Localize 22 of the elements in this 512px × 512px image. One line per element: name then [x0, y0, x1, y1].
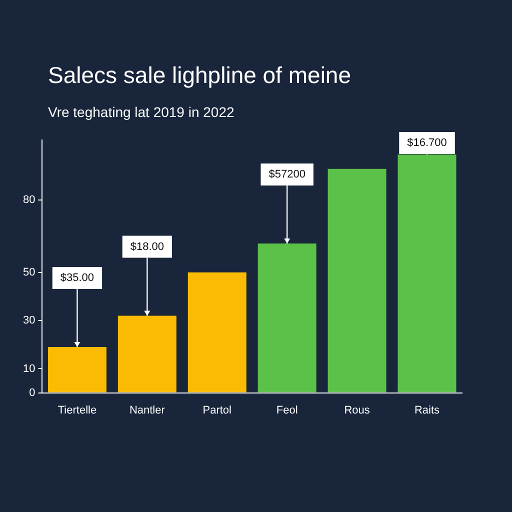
- x-tick-label: Partol: [202, 404, 232, 416]
- y-tick-label: 0: [29, 386, 36, 399]
- bar: [258, 244, 316, 392]
- chart-title: Salecs sale lighpline of meine: [48, 62, 352, 89]
- x-tick-label: Rous: [344, 404, 370, 416]
- bar: [118, 316, 176, 392]
- x-tick-label: Raits: [414, 404, 440, 416]
- x-tick-label: Tiertelle: [58, 404, 97, 416]
- y-tick-label: 50: [22, 266, 36, 278]
- annotation: $16.700: [407, 137, 447, 150]
- y-tick-label: 30: [22, 314, 36, 327]
- y-tick-label: 80: [22, 194, 36, 206]
- annotation: $57200: [268, 168, 306, 181]
- bar: [48, 347, 106, 392]
- x-tick-label: Feol: [276, 404, 298, 416]
- y-tick-label: 10: [22, 362, 36, 375]
- bar: [328, 168, 386, 392]
- annotation: $35.00: [60, 272, 94, 284]
- x-tick-label: Nantler: [129, 404, 166, 416]
- annotation: $18.00: [130, 240, 164, 253]
- bar: [188, 272, 246, 392]
- chart-subtitle: Vre teghating lat 2019 in 2022: [48, 104, 234, 120]
